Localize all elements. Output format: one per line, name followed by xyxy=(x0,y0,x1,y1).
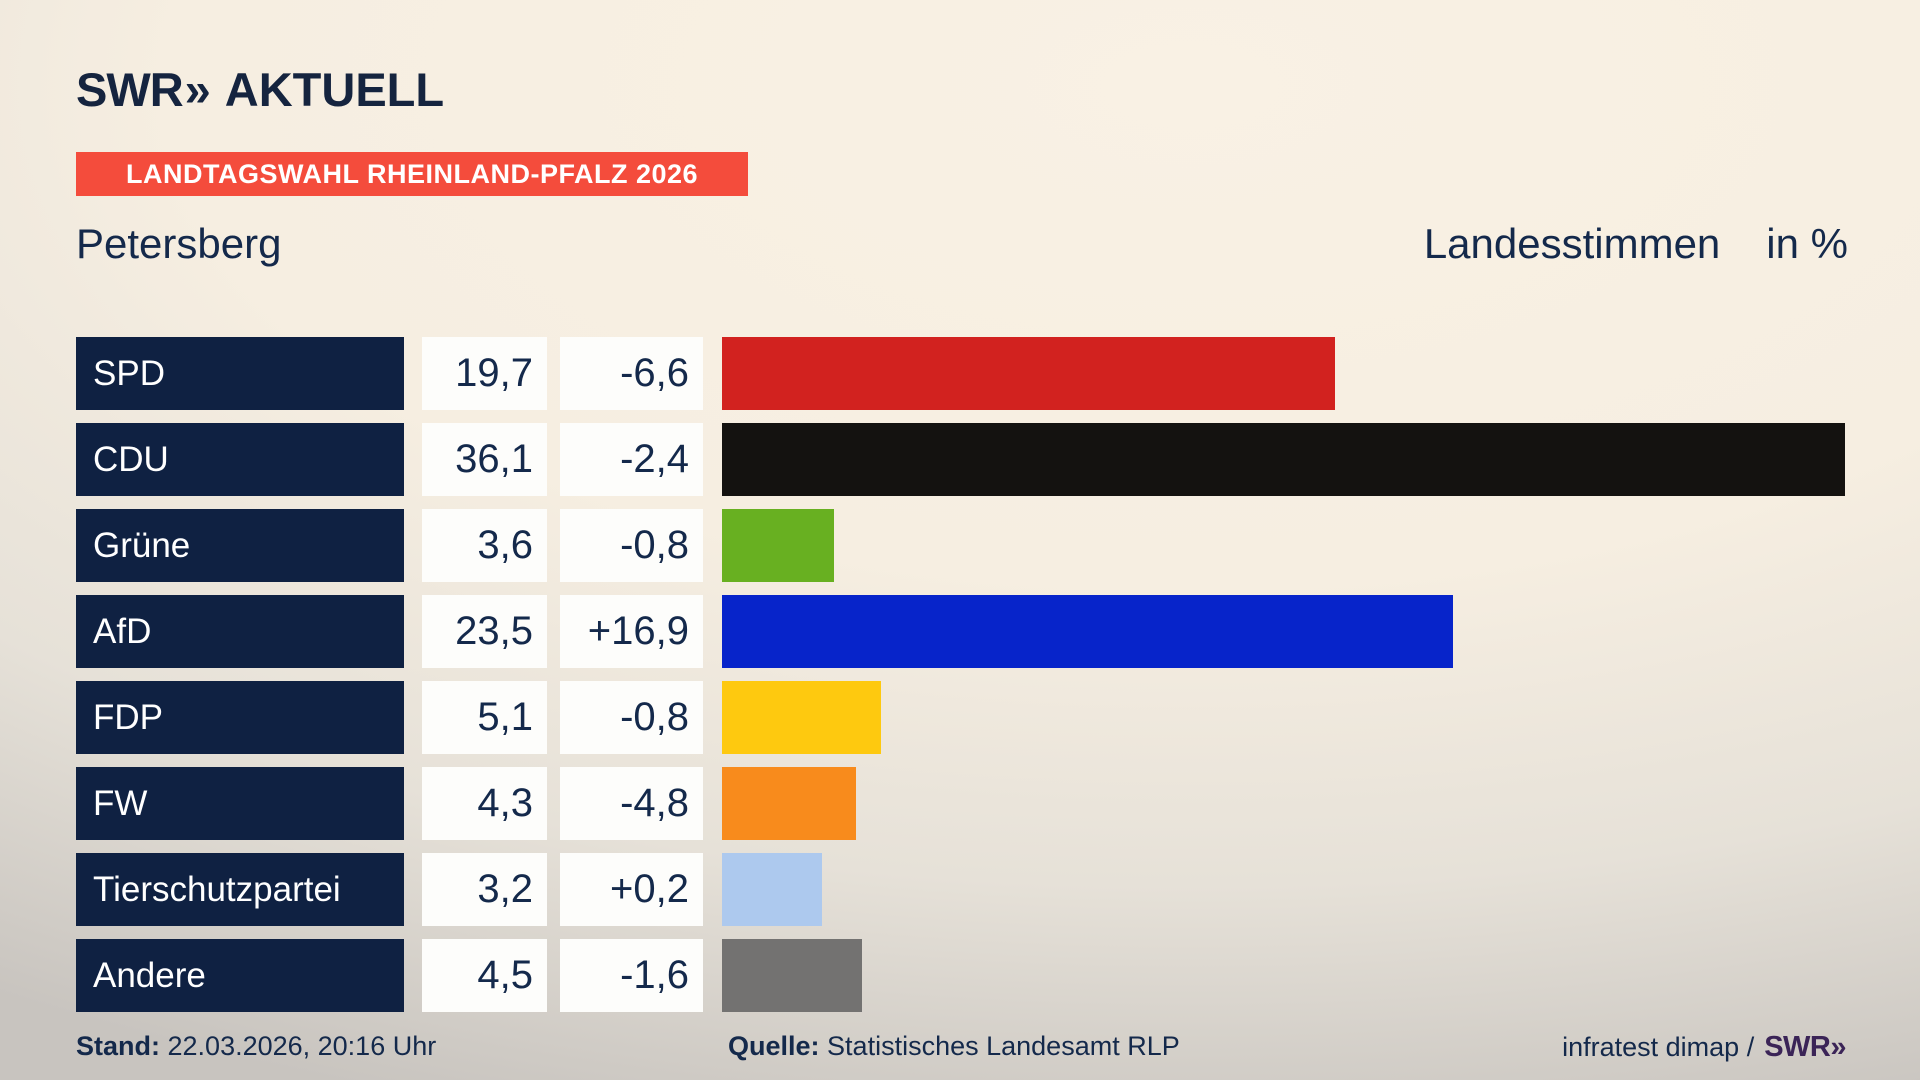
party-label: Grüne xyxy=(76,509,404,582)
election-banner: LANDTAGSWAHL RHEINLAND-PFALZ 2026 xyxy=(76,152,748,196)
party-diff: -0,8 xyxy=(560,509,703,582)
table-row: FDP 5,1 -0,8 xyxy=(76,681,1845,754)
party-bar xyxy=(722,509,834,582)
stand-label: Stand: xyxy=(76,1031,160,1061)
table-row: FW 4,3 -4,8 xyxy=(76,767,1845,840)
party-diff: -1,6 xyxy=(560,939,703,1012)
logo-swr-text: SWR xyxy=(76,63,184,116)
party-diff: +16,9 xyxy=(560,595,703,668)
table-row: CDU 36,1 -2,4 xyxy=(76,423,1845,496)
party-label: FDP xyxy=(76,681,404,754)
footer: Stand: 22.03.2026, 20:16 Uhr Quelle: Sta… xyxy=(0,1031,1920,1071)
credit-note: infratest dimap / SWR» xyxy=(1562,1031,1846,1064)
party-value: 3,2 xyxy=(422,853,547,926)
party-label: Andere xyxy=(76,939,404,1012)
source-label: Quelle: xyxy=(728,1031,820,1061)
measure-label: Landesstimmen xyxy=(1423,220,1721,267)
party-value: 5,1 xyxy=(422,681,547,754)
logo-aktuell-text: AKTUELL xyxy=(224,63,445,116)
party-label: SPD xyxy=(76,337,404,410)
party-value: 4,5 xyxy=(422,939,547,1012)
region-title: Petersberg xyxy=(76,220,282,267)
party-bar xyxy=(722,939,862,1012)
table-row: Tierschutzpartei 3,2 +0,2 xyxy=(76,853,1845,926)
party-bar xyxy=(722,423,1845,496)
stand-timestamp: Stand: 22.03.2026, 20:16 Uhr xyxy=(76,1031,436,1062)
stand-value: 22.03.2026, 20:16 Uhr xyxy=(167,1031,437,1061)
swr-aktuell-logo: SWR» AKTUELL xyxy=(76,62,444,117)
party-diff: +0,2 xyxy=(560,853,703,926)
party-bar xyxy=(722,595,1453,668)
party-bar xyxy=(722,767,856,840)
source-value: Statistisches Landesamt RLP xyxy=(827,1031,1180,1061)
table-row: AfD 23,5 +16,9 xyxy=(76,595,1845,668)
title-row: Petersberg Landesstimmen in % xyxy=(76,220,1848,268)
party-bar xyxy=(722,337,1335,410)
party-value: 19,7 xyxy=(422,337,547,410)
party-diff: -4,8 xyxy=(560,767,703,840)
party-diff: -0,8 xyxy=(560,681,703,754)
party-value: 3,6 xyxy=(422,509,547,582)
party-value: 23,5 xyxy=(422,595,547,668)
party-value: 36,1 xyxy=(422,423,547,496)
party-label: Tierschutzpartei xyxy=(76,853,404,926)
party-diff: -2,4 xyxy=(560,423,703,496)
results-table: SPD 19,7 -6,6 CDU 36,1 -2,4 Grüne 3,6 -0,8 AfD 23,… xyxy=(76,337,1845,1012)
unit-label: in % xyxy=(1766,220,1848,267)
swr-logo-small: SWR» xyxy=(1764,1031,1846,1063)
party-label: AfD xyxy=(76,595,404,668)
table-row: Andere 4,5 -1,6 xyxy=(76,939,1845,1012)
table-row: SPD 19,7 -6,6 xyxy=(76,337,1845,410)
credit-text: infratest dimap / xyxy=(1562,1032,1755,1062)
party-value: 4,3 xyxy=(422,767,547,840)
party-bar xyxy=(722,681,881,754)
double-chevron-icon: » xyxy=(184,63,211,116)
party-diff: -6,6 xyxy=(560,337,703,410)
party-label: FW xyxy=(76,767,404,840)
measure-title: Landesstimmen in % xyxy=(1424,220,1848,268)
party-label: CDU xyxy=(76,423,404,496)
party-bar xyxy=(722,853,822,926)
source-note: Quelle: Statistisches Landesamt RLP xyxy=(728,1031,1180,1062)
table-row: Grüne 3,6 -0,8 xyxy=(76,509,1845,582)
